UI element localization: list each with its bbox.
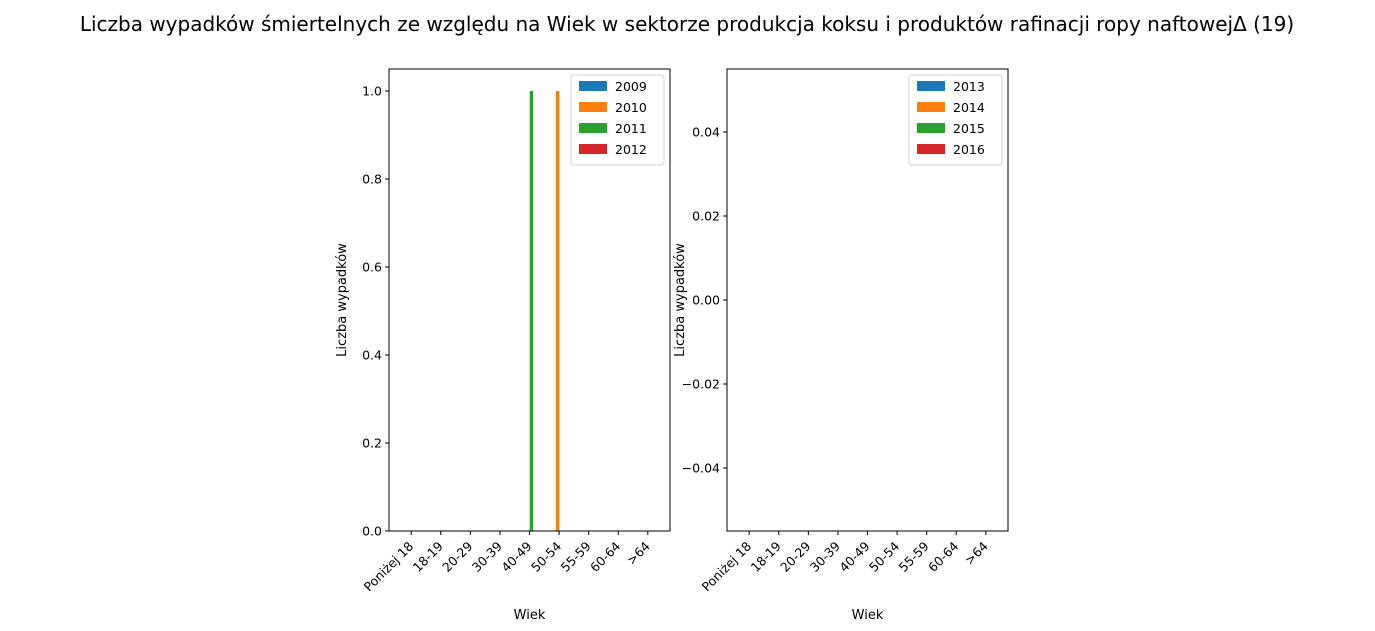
y-tick-label: 0.04 xyxy=(692,125,720,140)
legend-label: 2011 xyxy=(615,121,647,136)
y-tick-label: 0.02 xyxy=(692,209,720,224)
legend-label: 2012 xyxy=(615,142,647,157)
legend-label: 2010 xyxy=(615,100,647,115)
y-tick-label: 0.00 xyxy=(692,293,720,308)
legend-swatch xyxy=(579,102,607,112)
y-tick-label: 1.0 xyxy=(362,84,382,99)
legend-label: 2015 xyxy=(953,121,985,136)
x-tick-label: >64 xyxy=(962,538,991,567)
y-tick-label: 0.6 xyxy=(362,260,382,275)
x-tick-label: >64 xyxy=(624,538,653,567)
x-tick-label: 60-64 xyxy=(925,538,961,574)
x-tick-label: 50-54 xyxy=(528,538,564,574)
x-axis-label: Wiek xyxy=(514,608,546,623)
legend-box xyxy=(570,74,665,166)
x-tick-label: 55-59 xyxy=(557,538,593,574)
y-tick-label: 0.0 xyxy=(362,524,382,539)
legend-swatch xyxy=(579,81,607,91)
y-axis-label: Liczba wypadków xyxy=(673,243,688,357)
legend-swatch xyxy=(917,144,945,154)
y-tick-label: 0.2 xyxy=(362,436,382,451)
x-tick-label: 20-29 xyxy=(439,538,475,574)
x-tick-label: 40-49 xyxy=(836,538,872,574)
x-axis-label: Wiek xyxy=(852,608,884,623)
legend-box xyxy=(908,74,1003,166)
y-tick-label: 0.8 xyxy=(362,172,382,187)
x-tick-label: 20-29 xyxy=(777,538,813,574)
y-tick-label: 0.4 xyxy=(362,348,382,363)
bar xyxy=(555,91,560,531)
y-tick-label: −0.04 xyxy=(682,461,720,476)
x-tick-label: 50-54 xyxy=(866,538,902,574)
x-tick-label: Poniżej 18 xyxy=(699,538,755,594)
legend-swatch xyxy=(917,102,945,112)
legend-swatch xyxy=(579,144,607,154)
legend-swatch xyxy=(917,81,945,91)
right-chart: −0.04 −0.02 0.00 0.02 0.04 Poniżej 1818-1920-… xyxy=(673,68,1009,623)
x-tick-label: 30-39 xyxy=(807,538,843,574)
x-tick-label: 40-49 xyxy=(498,538,534,574)
legend-swatch xyxy=(917,123,945,133)
x-tick-label: Poniżej 18 xyxy=(361,538,417,594)
figure-title: Liczba wypadków śmiertelnych ze względu … xyxy=(80,12,1294,36)
y-tick-label: −0.02 xyxy=(682,377,720,392)
bar xyxy=(529,91,534,531)
x-tick-label: 18-19 xyxy=(748,538,784,574)
left-chart: 0.0 0.2 0.4 0.6 0.8 1.0 Poniżej 1818-1920-2930… xyxy=(335,68,671,623)
x-tick-label: 60-64 xyxy=(587,538,623,574)
x-tick-label: 30-39 xyxy=(469,538,505,574)
legend-label: 2014 xyxy=(953,100,985,115)
legend-label: 2013 xyxy=(953,79,985,94)
y-axis-label: Liczba wypadków xyxy=(335,243,350,357)
legend-swatch xyxy=(579,123,607,133)
x-tick-label: 55-59 xyxy=(895,538,931,574)
x-tick-label: 18-19 xyxy=(410,538,446,574)
legend-label: 2016 xyxy=(953,142,985,157)
legend-label: 2009 xyxy=(615,79,647,94)
